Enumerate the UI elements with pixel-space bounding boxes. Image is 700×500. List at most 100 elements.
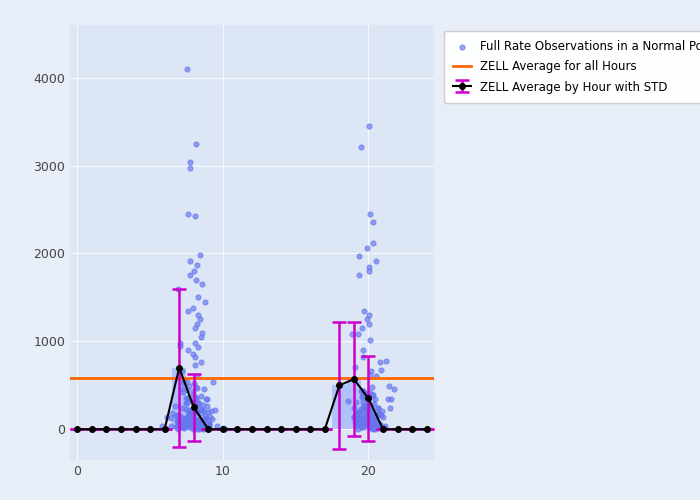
Full Rate Observations in a Normal Point bbox=[363, 262, 374, 270]
Full Rate Observations in a Normal Point bbox=[354, 416, 365, 424]
Full Rate Observations in a Normal Point bbox=[351, 420, 362, 428]
Full Rate Observations in a Normal Point bbox=[183, 418, 195, 426]
Full Rate Observations in a Normal Point bbox=[181, 412, 193, 420]
Full Rate Observations in a Normal Point bbox=[183, 210, 194, 218]
Full Rate Observations in a Normal Point bbox=[372, 404, 383, 412]
Full Rate Observations in a Normal Point bbox=[191, 425, 202, 433]
Full Rate Observations in a Normal Point bbox=[181, 421, 193, 429]
Full Rate Observations in a Normal Point bbox=[178, 418, 190, 426]
Full Rate Observations in a Normal Point bbox=[204, 421, 215, 429]
Full Rate Observations in a Normal Point bbox=[193, 424, 204, 432]
Full Rate Observations in a Normal Point bbox=[188, 386, 199, 394]
Bar bbox=[346, 379, 361, 429]
Full Rate Observations in a Normal Point bbox=[193, 418, 204, 426]
Full Rate Observations in a Normal Point bbox=[189, 353, 200, 361]
Full Rate Observations in a Normal Point bbox=[364, 311, 375, 319]
Full Rate Observations in a Normal Point bbox=[177, 388, 188, 396]
Full Rate Observations in a Normal Point bbox=[210, 406, 221, 414]
Full Rate Observations in a Normal Point bbox=[193, 423, 204, 431]
Full Rate Observations in a Normal Point bbox=[193, 294, 204, 302]
Full Rate Observations in a Normal Point bbox=[196, 280, 207, 288]
Full Rate Observations in a Normal Point bbox=[196, 392, 207, 400]
Full Rate Observations in a Normal Point bbox=[182, 412, 193, 420]
Full Rate Observations in a Normal Point bbox=[367, 410, 378, 418]
Full Rate Observations in a Normal Point bbox=[197, 419, 209, 427]
Full Rate Observations in a Normal Point bbox=[198, 424, 209, 432]
Full Rate Observations in a Normal Point bbox=[368, 424, 379, 432]
Full Rate Observations in a Normal Point bbox=[193, 418, 204, 426]
Full Rate Observations in a Normal Point bbox=[190, 394, 201, 402]
Full Rate Observations in a Normal Point bbox=[196, 328, 207, 336]
Full Rate Observations in a Normal Point bbox=[189, 339, 200, 347]
Full Rate Observations in a Normal Point bbox=[181, 414, 192, 422]
Full Rate Observations in a Normal Point bbox=[365, 420, 377, 428]
Full Rate Observations in a Normal Point bbox=[174, 420, 186, 428]
Full Rate Observations in a Normal Point bbox=[190, 140, 202, 147]
Full Rate Observations in a Normal Point bbox=[183, 416, 194, 424]
Full Rate Observations in a Normal Point bbox=[187, 304, 198, 312]
Full Rate Observations in a Normal Point bbox=[371, 411, 382, 419]
Full Rate Observations in a Normal Point bbox=[171, 412, 182, 420]
Full Rate Observations in a Normal Point bbox=[195, 422, 206, 430]
Full Rate Observations in a Normal Point bbox=[183, 412, 194, 420]
Full Rate Observations in a Normal Point bbox=[174, 340, 186, 347]
Full Rate Observations in a Normal Point bbox=[366, 420, 377, 428]
Full Rate Observations in a Normal Point bbox=[355, 143, 366, 151]
Full Rate Observations in a Normal Point bbox=[371, 372, 382, 380]
Full Rate Observations in a Normal Point bbox=[352, 330, 363, 338]
Full Rate Observations in a Normal Point bbox=[181, 422, 193, 430]
Full Rate Observations in a Normal Point bbox=[366, 416, 377, 424]
Full Rate Observations in a Normal Point bbox=[368, 424, 379, 432]
Full Rate Observations in a Normal Point bbox=[181, 416, 192, 424]
Full Rate Observations in a Normal Point bbox=[366, 418, 377, 426]
Full Rate Observations in a Normal Point bbox=[178, 424, 190, 432]
Full Rate Observations in a Normal Point bbox=[191, 320, 202, 328]
Full Rate Observations in a Normal Point bbox=[193, 342, 204, 350]
Full Rate Observations in a Normal Point bbox=[200, 414, 211, 422]
Full Rate Observations in a Normal Point bbox=[356, 418, 368, 426]
Full Rate Observations in a Normal Point bbox=[364, 320, 375, 328]
Full Rate Observations in a Normal Point bbox=[365, 414, 377, 422]
Full Rate Observations in a Normal Point bbox=[363, 388, 374, 396]
Full Rate Observations in a Normal Point bbox=[349, 413, 360, 421]
Full Rate Observations in a Normal Point bbox=[191, 420, 202, 428]
Full Rate Observations in a Normal Point bbox=[199, 298, 210, 306]
Full Rate Observations in a Normal Point bbox=[181, 65, 193, 73]
Full Rate Observations in a Normal Point bbox=[182, 418, 193, 426]
Bar bbox=[186, 408, 201, 429]
Full Rate Observations in a Normal Point bbox=[174, 410, 185, 418]
Full Rate Observations in a Normal Point bbox=[190, 276, 202, 284]
Full Rate Observations in a Normal Point bbox=[202, 402, 213, 410]
Full Rate Observations in a Normal Point bbox=[192, 261, 203, 269]
Full Rate Observations in a Normal Point bbox=[176, 424, 188, 432]
Full Rate Observations in a Normal Point bbox=[188, 422, 199, 430]
Full Rate Observations in a Normal Point bbox=[201, 396, 212, 404]
Full Rate Observations in a Normal Point bbox=[188, 423, 199, 431]
Full Rate Observations in a Normal Point bbox=[351, 398, 362, 406]
Full Rate Observations in a Normal Point bbox=[373, 408, 384, 416]
Full Rate Observations in a Normal Point bbox=[173, 425, 184, 433]
Full Rate Observations in a Normal Point bbox=[176, 418, 188, 426]
Full Rate Observations in a Normal Point bbox=[370, 414, 381, 422]
Full Rate Observations in a Normal Point bbox=[187, 424, 198, 432]
Full Rate Observations in a Normal Point bbox=[193, 425, 204, 433]
Full Rate Observations in a Normal Point bbox=[192, 372, 203, 380]
Full Rate Observations in a Normal Point bbox=[196, 405, 207, 413]
Full Rate Observations in a Normal Point bbox=[169, 402, 181, 410]
Full Rate Observations in a Normal Point bbox=[184, 410, 195, 418]
Full Rate Observations in a Normal Point bbox=[361, 402, 372, 409]
Full Rate Observations in a Normal Point bbox=[191, 422, 202, 430]
Full Rate Observations in a Normal Point bbox=[190, 396, 202, 404]
Full Rate Observations in a Normal Point bbox=[176, 367, 188, 375]
Full Rate Observations in a Normal Point bbox=[185, 256, 196, 264]
Full Rate Observations in a Normal Point bbox=[354, 272, 365, 280]
Full Rate Observations in a Normal Point bbox=[361, 410, 372, 418]
Full Rate Observations in a Normal Point bbox=[183, 307, 194, 315]
Full Rate Observations in a Normal Point bbox=[370, 394, 381, 402]
Full Rate Observations in a Normal Point bbox=[189, 409, 200, 417]
Full Rate Observations in a Normal Point bbox=[188, 407, 199, 415]
Full Rate Observations in a Normal Point bbox=[187, 422, 198, 430]
Full Rate Observations in a Normal Point bbox=[178, 418, 189, 426]
Full Rate Observations in a Normal Point bbox=[188, 421, 199, 429]
Full Rate Observations in a Normal Point bbox=[205, 412, 216, 420]
